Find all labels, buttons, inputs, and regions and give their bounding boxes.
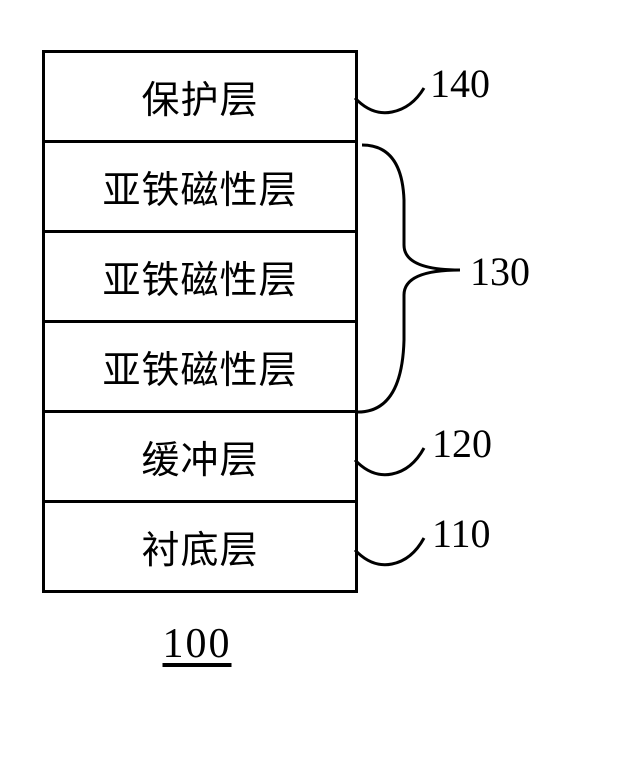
leader-110 — [355, 538, 424, 565]
figure-number: 100 — [42, 620, 352, 668]
brace-130 — [358, 145, 460, 412]
layer-ferrimagnetic-2: 亚铁磁性层 — [45, 233, 355, 323]
ref-130: 130 — [470, 248, 530, 295]
ref-110: 110 — [432, 510, 491, 557]
layer-ferrimagnetic-1: 亚铁磁性层 — [45, 143, 355, 233]
figure-canvas: 保护层 亚铁磁性层 亚铁磁性层 亚铁磁性层 缓冲层 衬底层 140 130 12… — [0, 0, 632, 763]
layer-stack: 保护层 亚铁磁性层 亚铁磁性层 亚铁磁性层 缓冲层 衬底层 — [42, 50, 358, 593]
layer-substrate: 衬底层 — [45, 503, 355, 593]
leader-120 — [355, 448, 424, 475]
leader-140 — [355, 88, 424, 113]
ref-120: 120 — [432, 420, 492, 467]
layer-protection: 保护层 — [45, 53, 355, 143]
layer-buffer: 缓冲层 — [45, 413, 355, 503]
ref-140: 140 — [430, 60, 490, 107]
layer-ferrimagnetic-3: 亚铁磁性层 — [45, 323, 355, 413]
